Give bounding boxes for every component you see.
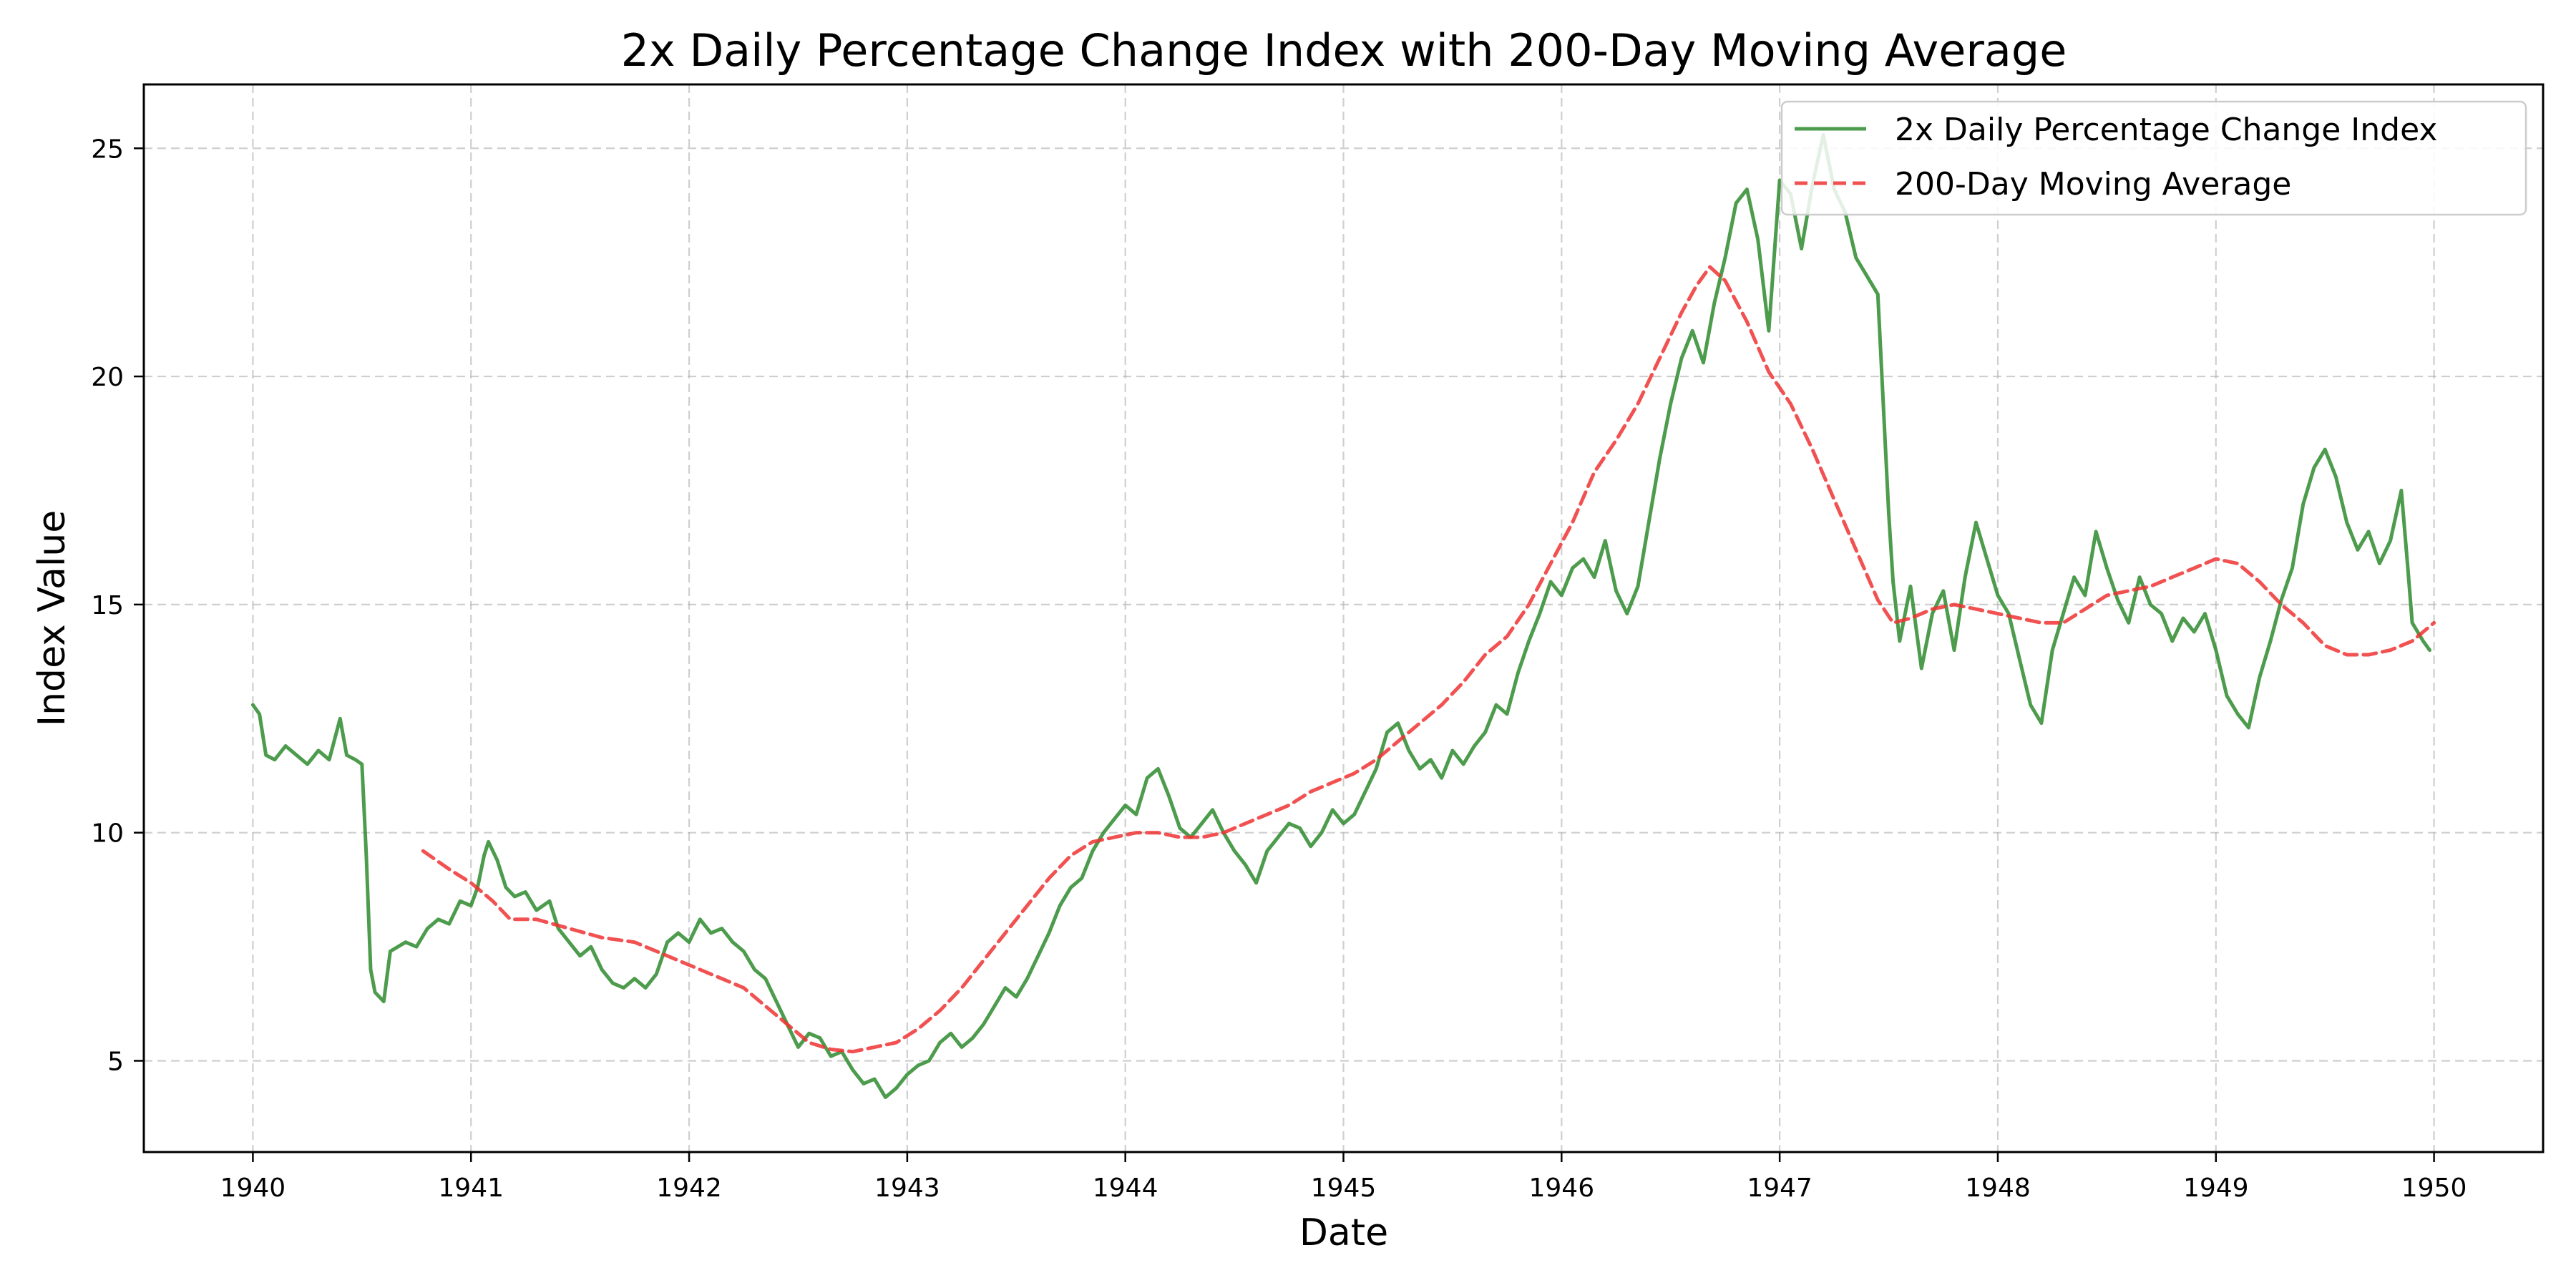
x-tick-label: 1948 (1965, 1174, 2031, 1203)
y-tick-label: 5 (107, 1047, 124, 1076)
x-tick-label: 1940 (220, 1174, 286, 1203)
x-tick-label: 1950 (2401, 1174, 2467, 1203)
x-axis-label: Date (1299, 1211, 1388, 1254)
grid-lines (144, 84, 2543, 1152)
legend: 2x Daily Percentage Change Index 200-Day… (1780, 100, 2527, 216)
series-line-index (250, 132, 2431, 1099)
legend-label-index: 2x Daily Percentage Change Index (1895, 112, 2437, 148)
y-axis: 5 10 15 20 25 (91, 135, 144, 1076)
y-tick-label: 10 (91, 819, 124, 849)
y-tick-label: 15 (91, 591, 124, 620)
x-tick-label: 1947 (1747, 1174, 1813, 1203)
series-layer (250, 132, 2436, 1099)
y-tick-label: 20 (91, 363, 124, 392)
x-tick-label: 1943 (874, 1174, 940, 1203)
series-line-moving-average (421, 265, 2436, 1054)
x-tick-label: 1945 (1311, 1174, 1377, 1203)
y-axis-label: Index Value (31, 510, 74, 726)
x-tick-label: 1946 (1529, 1174, 1595, 1203)
x-axis: 1940 1941 1942 1943 1944 1945 1946 1947 1948 1949… (220, 1152, 2467, 1203)
x-tick-label: 1944 (1093, 1174, 1158, 1203)
chart-title: 2x Daily Percentage Change Index with 20… (621, 24, 2067, 77)
y-tick-label: 25 (91, 135, 124, 164)
legend-box (1780, 100, 2527, 216)
x-tick-label: 1942 (656, 1174, 722, 1203)
x-tick-label: 1949 (2183, 1174, 2249, 1203)
x-tick-label: 1941 (438, 1174, 504, 1203)
legend-label-moving-average: 200-Day Moving Average (1895, 166, 2291, 203)
